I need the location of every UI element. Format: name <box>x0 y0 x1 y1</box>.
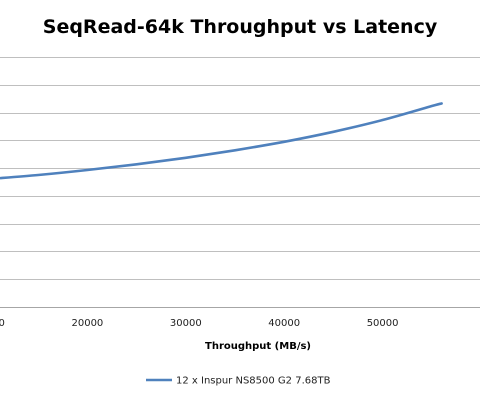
legend: 12 x Inspur NS8500 G2 7.68TB <box>146 376 331 387</box>
x-tick-label: 20000 <box>71 318 103 329</box>
chart-title: SeqRead-64k Throughput vs Latency <box>43 16 438 38</box>
gridlines <box>0 57 480 308</box>
x-axis-title: Throughput (MB/s) <box>205 341 311 352</box>
legend-label: 12 x Inspur NS8500 G2 7.68TB <box>176 376 331 387</box>
x-tick-label: 40000 <box>268 318 300 329</box>
series-lines <box>0 102 443 180</box>
x-tick-label: 30000 <box>170 318 202 329</box>
x-tick-label: 10000 <box>0 318 5 329</box>
x-tick-labels: 10000 20000 30000 40000 50000 <box>0 318 399 329</box>
series-line <box>0 102 443 180</box>
x-tick-label: 50000 <box>367 318 399 329</box>
